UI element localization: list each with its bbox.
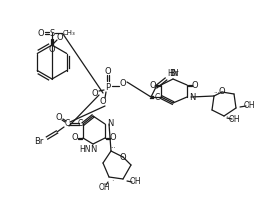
Text: O: O	[120, 153, 126, 161]
Text: CH₃: CH₃	[63, 30, 76, 36]
Text: ···: ···	[110, 145, 116, 151]
Text: O: O	[110, 134, 116, 142]
Text: OH: OH	[228, 115, 240, 125]
Text: P: P	[105, 83, 111, 92]
Text: O: O	[38, 29, 44, 37]
Text: O: O	[92, 88, 98, 98]
Text: OH: OH	[129, 177, 141, 187]
Text: O: O	[56, 114, 62, 122]
Text: C: C	[154, 92, 160, 102]
Text: O: O	[150, 81, 156, 89]
Text: HN: HN	[167, 69, 179, 78]
Text: O: O	[120, 79, 126, 88]
Text: ·: ·	[225, 114, 227, 122]
Text: ·: ·	[111, 177, 113, 187]
Text: C: C	[64, 119, 70, 128]
Text: Br: Br	[169, 69, 179, 79]
Text: OH: OH	[243, 101, 255, 109]
Text: Br: Br	[34, 137, 44, 145]
Text: O: O	[192, 81, 198, 89]
Text: OH: OH	[98, 183, 110, 191]
Text: N: N	[107, 119, 113, 128]
Text: O: O	[100, 98, 106, 106]
Text: O: O	[105, 66, 111, 75]
Text: HN: HN	[79, 145, 91, 154]
Text: S: S	[49, 29, 55, 37]
Text: O: O	[57, 33, 63, 42]
Text: O: O	[219, 88, 225, 96]
Text: O: O	[49, 45, 55, 53]
Text: C: C	[77, 119, 83, 128]
Text: ···: ···	[214, 90, 220, 96]
Text: O: O	[72, 134, 78, 142]
Text: N: N	[90, 145, 96, 154]
Text: N: N	[189, 92, 195, 102]
